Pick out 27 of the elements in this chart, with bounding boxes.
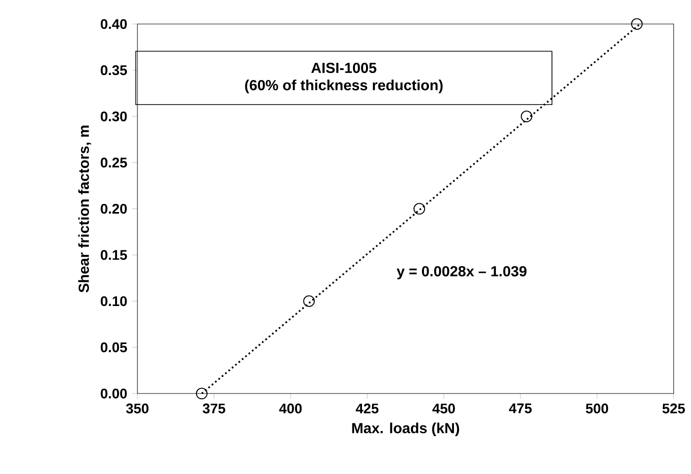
annotation: AISI-1005 — [311, 62, 376, 74]
y-tick-label: 0.10 — [100, 296, 127, 306]
y-tick-label: 0.30 — [100, 112, 127, 122]
x-tick-label: 450 — [432, 404, 455, 414]
point — [414, 203, 426, 215]
x-tick-label: 525 — [662, 404, 685, 414]
x-axis-title: Max. loads (kN) — [352, 422, 460, 436]
x-tick-label: 400 — [279, 404, 302, 414]
point — [303, 296, 315, 308]
annotation: (60% of thickness reduction) — [245, 80, 443, 94]
x-tick-label: 475 — [509, 404, 532, 414]
annotation: y = 0.0028x – 1.039 — [396, 266, 526, 280]
x-tick-label: 425 — [356, 404, 378, 414]
x-tick-label: 500 — [586, 404, 608, 414]
y-tick-label: 0.05 — [100, 342, 127, 352]
point — [520, 110, 532, 122]
y-tick-label: 0.25 — [100, 158, 127, 168]
y-tick-label: 0.00 — [100, 388, 127, 399]
x-tick-label: 350 — [126, 404, 148, 414]
y-tick-label: 0.40 — [100, 19, 127, 30]
y-tick-label: 0.15 — [100, 250, 127, 260]
point — [631, 18, 643, 30]
y-tick-label: 0.35 — [100, 65, 127, 76]
y-tick-label: 0.20 — [100, 204, 127, 214]
y-axis-title: Shear friction factors, m — [78, 126, 92, 293]
x-tick-label: 375 — [202, 404, 226, 414]
point — [196, 388, 208, 400]
